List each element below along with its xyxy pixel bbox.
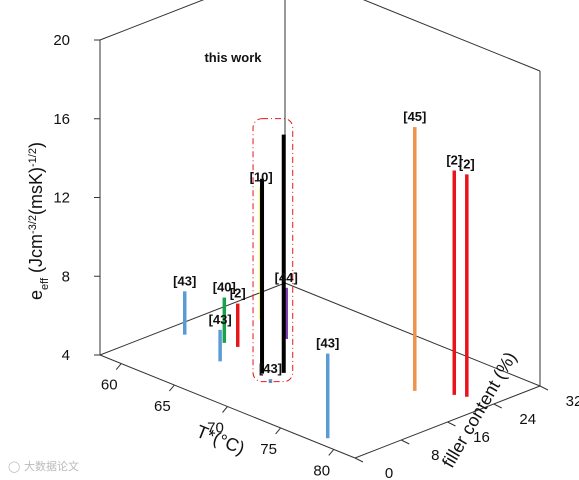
bar-label-4: [44] [275, 270, 298, 285]
bar-label-12: [2] [459, 156, 475, 171]
x-tick-mark [328, 449, 335, 456]
y-tick-mark [493, 403, 502, 409]
x-tick-label: 65 [154, 398, 171, 415]
y-tick-mark [447, 421, 456, 427]
top-left-edge [99, 0, 205, 41]
z-tick-label: 20 [53, 32, 70, 49]
highlight-label: this work [204, 50, 262, 65]
highlight-box [252, 118, 294, 383]
bars [182, 127, 469, 439]
y-tick-mark [539, 385, 549, 391]
top-right-edge [362, 0, 541, 72]
y-tick-label: 0 [385, 465, 393, 480]
y-tick-label: 32 [566, 393, 579, 410]
y-tick-label: 24 [519, 411, 536, 428]
z-axis-title: eeff (Jcm-3/2(msK)-1/2) [26, 142, 51, 300]
z-tick-label: 4 [62, 347, 70, 364]
reference-labels: [10][43] [40][2][44][43][43][43][45][2][2… [173, 109, 475, 376]
bar-label-3: [2] [230, 286, 246, 301]
x-tick-mark [222, 406, 228, 413]
watermark: ◯ 大数据论文 [8, 459, 79, 473]
bar-label-2: [40] [213, 280, 236, 295]
x-tick-mark [115, 363, 122, 370]
y-axis-title: filler content (%) [438, 348, 520, 471]
x-tick-label: 70 [207, 420, 224, 437]
y-tick-label: 8 [431, 447, 439, 464]
bar-label-0: [10] [250, 169, 273, 184]
floor-back-left-edge [99, 282, 286, 356]
x-tick-mark [275, 427, 282, 435]
x-tick-label: 75 [260, 441, 277, 458]
bar-label-1: [43] [173, 273, 196, 288]
z-tick-label: 16 [53, 111, 70, 128]
z-tick-label: 12 [53, 190, 70, 207]
x-tick-mark [168, 384, 175, 392]
axes-frame [99, 0, 541, 459]
floor-back-right-edge [284, 282, 541, 387]
bar-label-8: [43] [259, 361, 282, 376]
bar-label-9: [43] [316, 336, 339, 351]
x-tick-label: 60 [101, 377, 118, 394]
bar-label-11: [2] [446, 152, 462, 167]
this-work-highlight [252, 118, 294, 383]
watermark-text: 大数据论文 [24, 459, 79, 473]
y-tick-mark [354, 457, 364, 463]
tick-labels: 4 8 12 16 20 60 65 70 75 80 0 8 16 24 32 [53, 32, 579, 480]
z-tick-label: 8 [62, 268, 70, 285]
watermark-icon: ◯ [8, 460, 20, 473]
bar-label-5: [43] [209, 312, 232, 327]
bar-label-10: [45] [403, 109, 426, 124]
y-tick-mark [401, 439, 410, 445]
x-tick-label: 80 [313, 462, 330, 479]
y-tick-label: 16 [473, 429, 490, 446]
